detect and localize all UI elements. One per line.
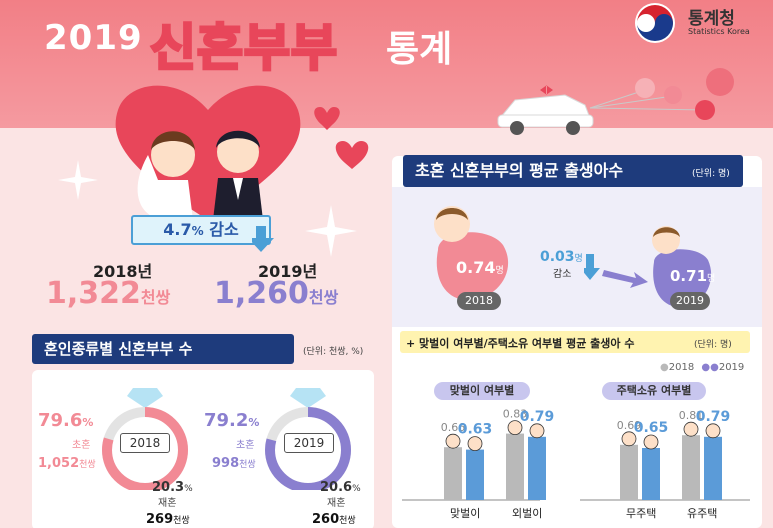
value-2019-unit: 천쌍: [308, 288, 339, 307]
cat-label-0: 맞벌이: [450, 507, 481, 520]
births-title: 초혼 신혼부부의 평균 출생아수: [403, 155, 743, 187]
cat-label-3: 유주택: [687, 507, 718, 520]
label-2019: 2019년: [258, 262, 318, 281]
title-sub: 통계: [386, 29, 453, 70]
badge-text: 감소: [209, 220, 239, 239]
births-unit: (단위: 명): [692, 169, 730, 179]
bar-2019-0: [466, 449, 484, 500]
logo-name: 통계청: [688, 9, 735, 29]
births-diff-text: 감소: [553, 269, 572, 280]
group-1-title: 맞벌이 여부별: [434, 382, 530, 400]
bar-label-2018-0: 0.66: [441, 421, 466, 434]
bar-label-2019-1: 0.79: [520, 409, 555, 425]
bar-2018-0: [444, 447, 462, 500]
bar-label-2019-0: 0.63: [458, 422, 493, 438]
ring-2019-re-label: 재혼: [327, 498, 346, 509]
ring-2019-re-value: 260천쌍: [312, 512, 356, 527]
ring-chart-2019: [265, 388, 351, 490]
ring-2019-first-label: 초혼: [236, 440, 255, 451]
sparkle-icon: [58, 160, 98, 200]
value-2018-unit: 천쌍: [140, 288, 171, 307]
baby-head-2019-2: [643, 434, 659, 450]
arrow-down-icon: [252, 226, 274, 252]
marriage-type-title: 혼인종류별 신혼부부 수: [32, 334, 294, 364]
baby-head-2018-2: [621, 431, 637, 447]
ring-2018-arc: [102, 407, 188, 490]
bar-2019-2: [642, 448, 660, 500]
baby-2018-icon: [434, 206, 509, 300]
ring-2019-re-pct: 20.6%: [320, 480, 361, 495]
baby-head-2019-1: [529, 423, 545, 439]
ring-2018-re-value: 269천쌍: [146, 512, 190, 527]
births-2018-value: 0.74명: [456, 258, 504, 277]
births-2018-year: 2018: [457, 292, 501, 310]
label-2018: 2018년: [93, 262, 153, 281]
ring-2019-first-pct: 79.2%: [204, 410, 260, 431]
births-2019-value: 0.71명: [670, 267, 716, 285]
breakdown-unit: (단위: 명): [694, 340, 732, 350]
value-2019-number: 1,260: [214, 276, 309, 311]
births-diff: 0.03명: [540, 249, 583, 265]
breakdown-title-bar: [400, 331, 750, 353]
group-2-title: 주택소유 여부별: [602, 382, 706, 400]
logo-english: Statistics Korea: [688, 27, 750, 36]
bar-2018-3: [682, 435, 700, 500]
couple-heart-icon: [115, 85, 301, 220]
legend-2019: 2019: [718, 362, 745, 373]
breakdown-title: + 맞벌이 여부별/주택소유 여부별 평균 출생아 수: [406, 337, 635, 350]
diamond-icon: [127, 388, 163, 408]
title-main: 신혼부부: [149, 18, 339, 79]
bar-2018-2: [620, 444, 638, 500]
ring-chart-2018: [102, 388, 188, 490]
baby-head-2019-0: [467, 436, 483, 451]
ring-2018-re-pct: 20.3%: [152, 480, 193, 495]
title-year: 2019: [44, 18, 143, 58]
cat-label-2: 무주택: [626, 507, 657, 520]
arrow-down-right-icon: [584, 254, 648, 288]
bar-2018-1: [506, 433, 524, 500]
ring-2019-year: 2019: [284, 433, 334, 453]
value-2018-number: 1,322: [46, 276, 141, 311]
ring-2018-first-value: 1,052천쌍: [38, 456, 96, 471]
small-heart-icon: [314, 107, 369, 169]
bar-label-2019-3: 0.79: [696, 409, 731, 425]
statistics-korea-logo-icon: [635, 3, 675, 43]
badge-value: 4.7: [163, 220, 192, 239]
baby-head-2018-0: [445, 433, 461, 449]
wedding-car-icon: [497, 68, 734, 135]
ring-2018-first-label: 초혼: [72, 440, 91, 451]
value-2018: 1,322천쌍: [46, 276, 170, 311]
ring-2019-arc: [265, 407, 351, 490]
baby-head-2019-3: [705, 423, 721, 439]
legend-2018: 2018: [668, 362, 695, 373]
births-2019-year: 2019: [670, 292, 710, 310]
bar-label-2018-2: 0.69: [617, 419, 642, 432]
bar-label-2018-3: 0.81: [679, 409, 704, 422]
decrease-badge: 4.7% 감소: [131, 215, 271, 245]
diamond-icon: [290, 388, 326, 408]
value-2019: 1,260천쌍: [214, 276, 338, 311]
bar-label-2018-1: 0.83: [503, 408, 528, 421]
badge-unit: %: [191, 224, 204, 238]
cat-label-1: 외벌이: [512, 507, 543, 520]
ring-2018-year: 2018: [120, 433, 170, 453]
ring-2019-first-value: 998천쌍: [212, 456, 256, 471]
sparkle-icon: [305, 205, 357, 257]
ring-2018-first-pct: 79.6%: [38, 410, 94, 431]
legend: ●2018 ●●2019: [660, 362, 745, 373]
bar-2019-3: [704, 436, 722, 500]
baby-head-2018-3: [683, 421, 699, 437]
breakdown-bar-chart: 0.660.630.830.790.690.650.810.79: [402, 408, 750, 501]
bar-2019-1: [528, 436, 546, 500]
bar-label-2019-2: 0.65: [634, 420, 669, 436]
ring-2018-re-label: 재혼: [158, 498, 177, 509]
baby-head-2018-1: [507, 420, 523, 436]
marriage-type-unit: (단위: 천쌍, %): [303, 347, 364, 357]
